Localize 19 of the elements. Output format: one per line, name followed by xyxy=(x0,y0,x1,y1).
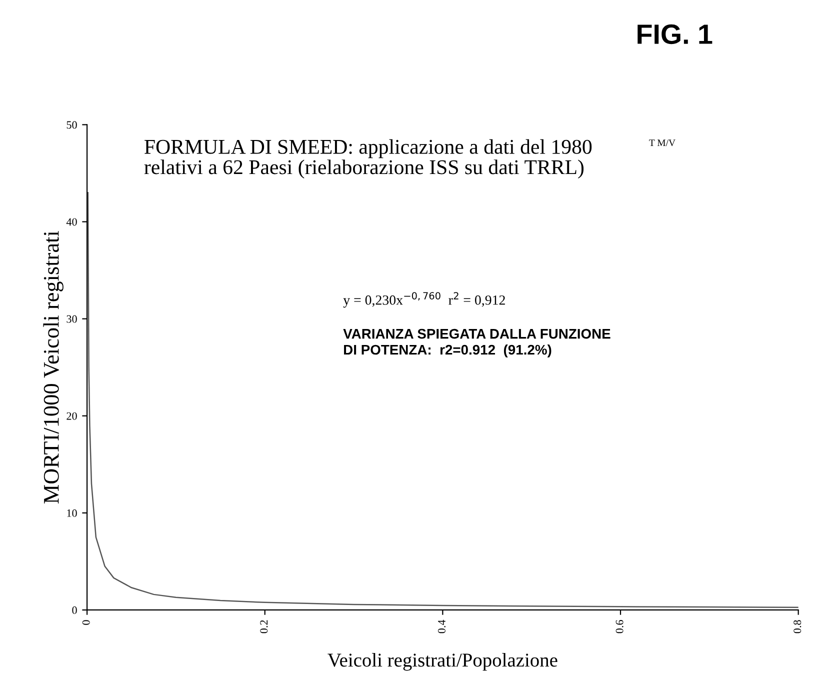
x-tick-label: 0.8 xyxy=(794,620,802,634)
x-tick-label: 0 xyxy=(82,620,90,625)
x-tick-label: 0.2 xyxy=(260,620,268,634)
x-axis-title: Veicoli registrati/Popolazione xyxy=(328,653,558,671)
y-tick-label: 0 xyxy=(72,606,77,614)
y-tick-label: 40 xyxy=(66,218,77,226)
y-axis-title: MORTI/1000 Veicoli registrati xyxy=(43,230,64,504)
x-tick-label: 0.6 xyxy=(616,620,624,634)
line-series xyxy=(87,192,798,608)
x-tick-label: 0.4 xyxy=(438,620,446,634)
annotation: VARIANZA SPIEGATA DALLA FUNZIONE DI POTENZA: r2=0.912 (91.2%) xyxy=(343,328,610,358)
y-tick-label: 50 xyxy=(66,121,77,129)
chart-title: FIG. 1 xyxy=(638,24,712,44)
y-tick-label: 30 xyxy=(66,315,77,323)
annotation: T M/V xyxy=(649,140,676,146)
y-tick-label: 10 xyxy=(67,509,77,517)
y-tick-label: 20 xyxy=(66,412,77,420)
annotation: y = 0,230x$^{−0,760}$ r$^{2}$ = 0,912 xyxy=(343,292,505,308)
annotation: FORMULA DI SMEED: applicazione a dati del 1980 relativi a 62 Paesi (rielaborazione ISS su dati TRRL) xyxy=(144,139,592,178)
